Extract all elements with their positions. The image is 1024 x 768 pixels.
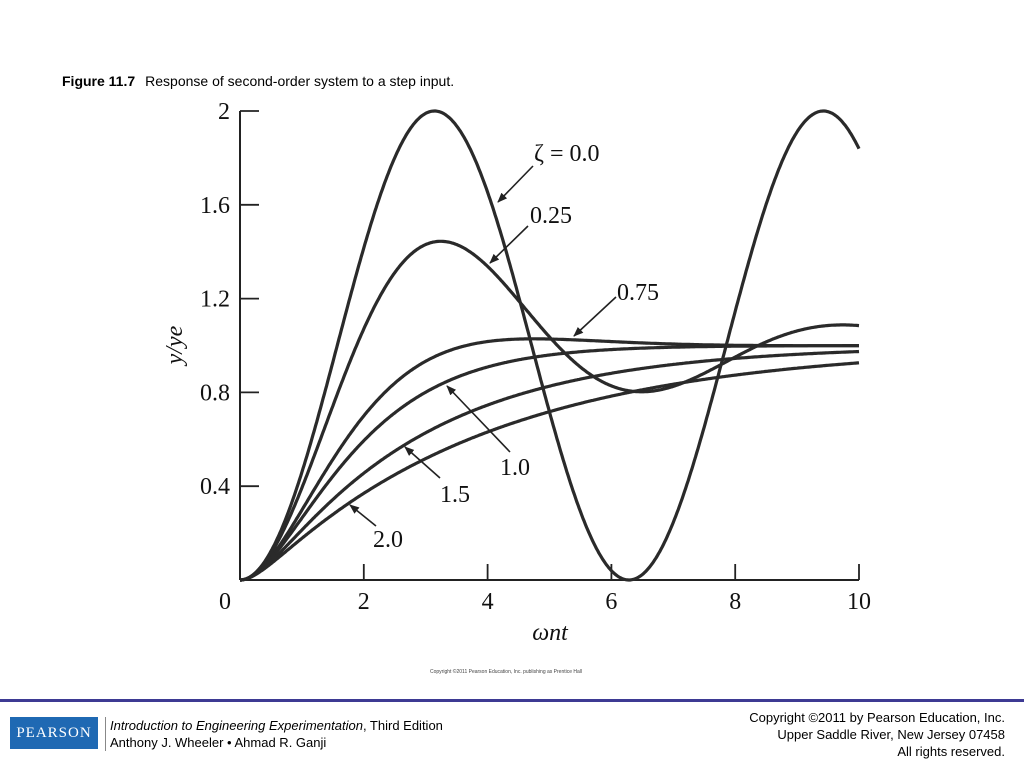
curve-arrow-5 <box>349 504 377 527</box>
curve-label-4: 1.5 <box>440 482 470 508</box>
x-tick-label-6: 6 <box>605 589 617 615</box>
copyright-line-1: Copyright ©2011 by Pearson Education, In… <box>749 710 1005 725</box>
figure-copyright: Copyright ©2011 Pearson Education, Inc. … <box>430 669 583 675</box>
book-authors: Anthony J. Wheeler • Ahmad R. Ganji <box>110 735 327 750</box>
x-tick-label-8: 8 <box>729 589 741 615</box>
chart-curves <box>239 109 861 582</box>
series-line-5 <box>239 361 860 582</box>
figure-number: Figure 11.7 <box>62 73 136 89</box>
series-line-2 <box>239 337 860 582</box>
footer-rule <box>0 699 1024 702</box>
curve-label-2: 0.75 <box>617 280 659 306</box>
x-axis-label: ωnt <box>532 620 569 646</box>
y-tick-label-2: 2 <box>218 99 230 125</box>
book-title: Introduction to Engineering Experimentat… <box>110 718 363 733</box>
book-info: Introduction to Engineering Experimentat… <box>105 717 443 751</box>
curve-label-5: 2.0 <box>373 527 403 553</box>
chart-axis-titles: ωnt y/ye <box>162 325 569 646</box>
series-line-3 <box>239 344 860 582</box>
curve-label-0: ζ = 0.0 <box>534 141 599 167</box>
series-line-4 <box>239 349 860 582</box>
y-axis-label: y/ye <box>162 325 188 366</box>
y-tick-label-1.2: 1.2 <box>200 287 230 313</box>
curve-arrow-0 <box>497 165 534 203</box>
y-tick-label-0.4: 0.4 <box>200 474 230 500</box>
chart-axes: 0 2 4 6 8 10 0.4 0.8 1.2 1.6 2 <box>200 99 871 615</box>
curve-label-1: 0.25 <box>530 203 572 229</box>
copyright-info: Copyright ©2011 by Pearson Education, In… <box>749 709 1005 760</box>
x-tick-label-10: 10 <box>847 589 871 615</box>
curve-arrow-3 <box>446 385 511 453</box>
x-tick-label-2: 2 <box>358 589 370 615</box>
y-tick-label-0.8: 0.8 <box>200 380 230 406</box>
x-tick-label-4: 4 <box>482 589 494 615</box>
figure-caption-text: Response of second-order system to a ste… <box>145 73 455 89</box>
copyright-line-2: Upper Saddle River, New Jersey 07458 <box>777 727 1005 742</box>
book-edition: , Third Edition <box>362 718 443 733</box>
copyright-line-3: All rights reserved. <box>897 744 1005 759</box>
step-response-chart: 0 2 4 6 8 10 0.4 0.8 1.2 1.6 2 ζ = 0.0 0.25 0.75 1.0 1… <box>162 99 871 646</box>
chart-curve-labels: ζ = 0.0 0.25 0.75 1.0 1.5 2.0 <box>349 141 659 553</box>
figure-caption: Figure 11.7 Response of second-order syst… <box>62 73 454 89</box>
curve-label-3: 1.0 <box>500 455 530 481</box>
pearson-logo: PEARSON <box>10 717 98 749</box>
curve-arrow-1 <box>489 225 529 264</box>
y-tick-label-1.6: 1.6 <box>200 193 230 219</box>
curve-arrow-2 <box>573 296 617 337</box>
curve-arrow-4 <box>404 446 441 479</box>
x-tick-label-0: 0 <box>219 589 231 615</box>
